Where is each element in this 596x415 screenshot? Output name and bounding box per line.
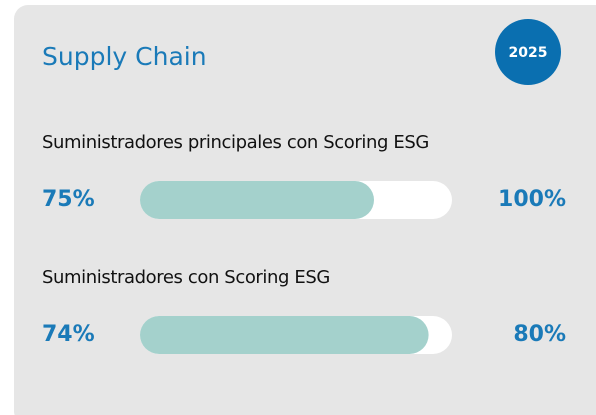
progress-fill [140,181,374,219]
item-label: Suministradores principales con Scoring … [42,132,429,153]
item-label: Suministradores con Scoring ESG [42,267,330,288]
year-badge [495,19,561,85]
year-badge-text: 2025 [509,45,548,61]
progress-fill [140,316,429,354]
card-title: Supply Chain [42,42,207,71]
current-value: 74% [42,322,95,347]
target-value: 100% [498,187,566,212]
current-value: 75% [42,187,95,212]
target-value: 80% [513,322,566,347]
